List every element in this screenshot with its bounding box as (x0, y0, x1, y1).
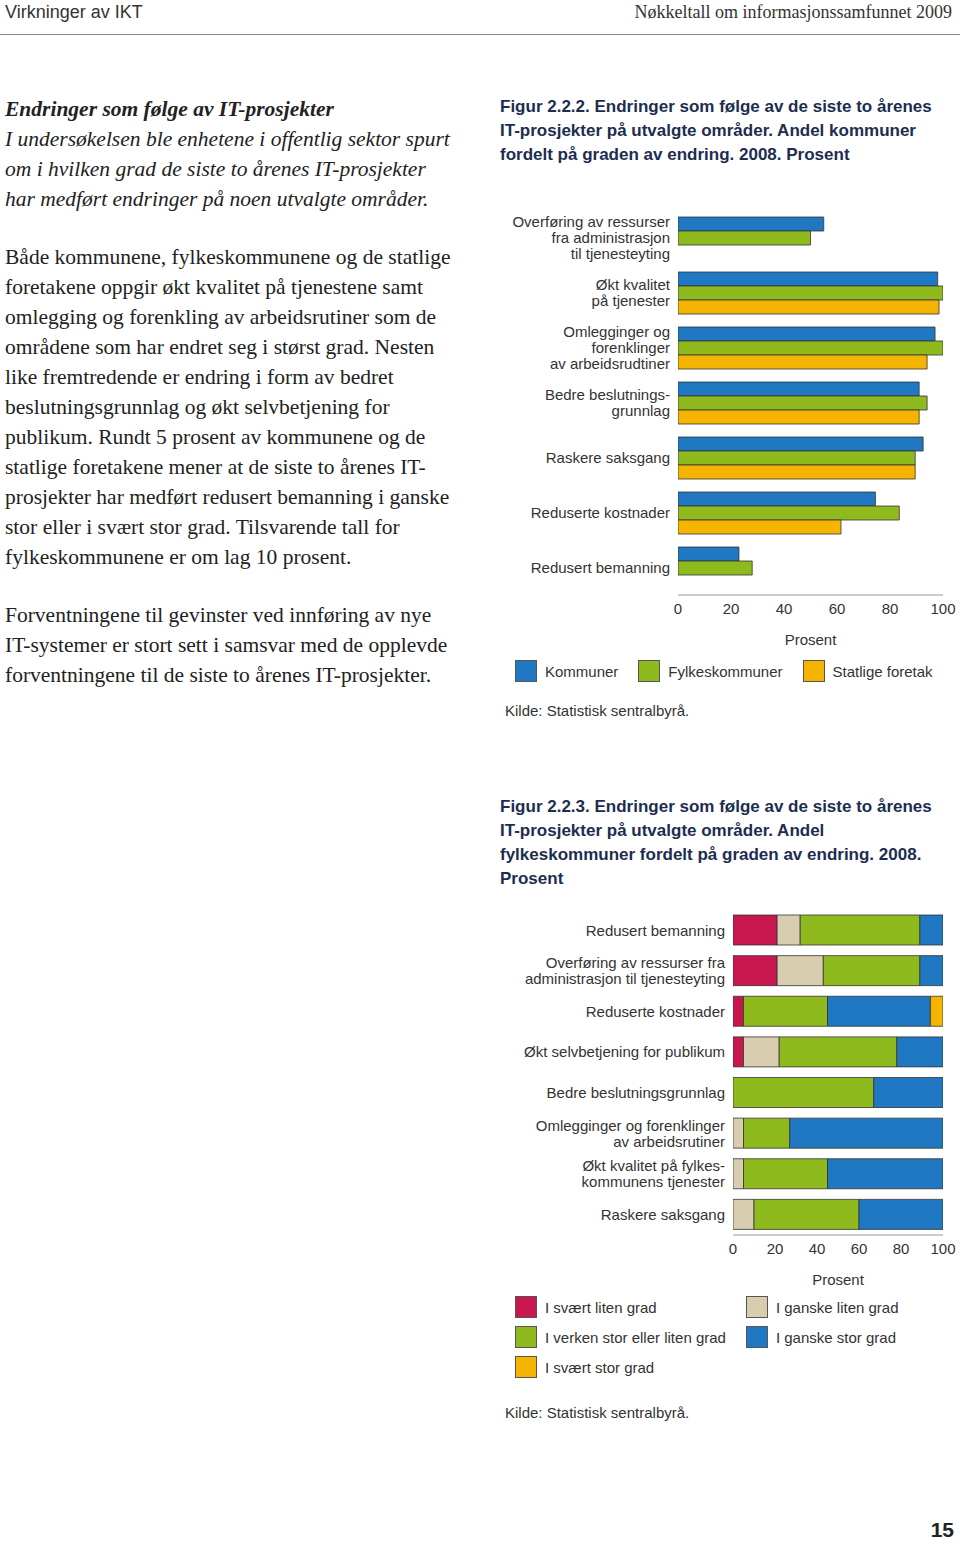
html-text:Figur 2.2.2. Endringer som føl: Figur 2.2.2. Endringer som følge av de s… (500, 97, 932, 164)
html-text:Forventningene til gevinster v: Forventningene til gevinster ved innføri… (5, 603, 448, 687)
svg-text:Reduserte kostnader: Reduserte kostnader (531, 504, 670, 521)
html-text:15: 15 (930, 1518, 954, 1541)
svg-text:Økt kvalitetpå tjenester: Økt kvalitetpå tjenester (592, 276, 671, 309)
svg-text:100: 100 (930, 600, 952, 617)
svg-text:20: 20 (767, 1240, 784, 1257)
svg-text:Omlegginger og forenklingerav: Omlegginger og forenklingerav arbeidsrut… (536, 1117, 725, 1150)
html-text:Statlige foretak: Statlige foretak (832, 662, 933, 680)
html-text:Fylkeskommuner: Fylkeskommuner (668, 662, 783, 680)
svg-text:Reduserte kostnader: Reduserte kostnader (586, 1003, 725, 1020)
svg-text:0: 0 (729, 1240, 737, 1257)
svg-text:Økt kvalitet på fylkes-kommune: Økt kvalitet på fylkes-kommunens tjenest… (582, 1157, 725, 1190)
svg-text:100: 100 (930, 1240, 952, 1257)
html-text:I svært stor grad: I svært stor grad (545, 1358, 655, 1376)
svg-text:Prosent: Prosent (785, 631, 838, 645)
html-text:Virkninger av IKT: Virkninger av IKT (5, 2, 143, 22)
svg-text:60: 60 (851, 1240, 868, 1257)
svg-text:Omlegginger ogforenklingerav a: Omlegginger ogforenklingerav arbeidsrudt… (550, 323, 670, 372)
svg-text:80: 80 (893, 1240, 910, 1257)
svg-text:20: 20 (723, 600, 740, 617)
svg-text:Overføring av ressurser fraadm: Overføring av ressurser fraadministrasjo… (525, 954, 726, 987)
html-text:Kommuner: Kommuner (545, 662, 619, 680)
svg-text:Raskere saksgang: Raskere saksgang (546, 449, 670, 466)
svg-text:0: 0 (674, 600, 682, 617)
html-text:I svært liten grad: I svært liten grad (545, 1298, 657, 1316)
html-text:I ganske stor grad: I ganske stor grad (775, 1328, 896, 1346)
html-text:Nøkkeltall om informasjonssamf: Nøkkeltall om informasjonssamfunnet 2009 (634, 2, 952, 22)
svg-text:Redusert bemanning: Redusert bemanning (586, 922, 725, 939)
html-text:Figur 2.2.3. Endringer som føl: Figur 2.2.3. Endringer som følge av de s… (500, 797, 932, 888)
html-text:I undersøkelsen ble enhetene i: I undersøkelsen ble enhetene i offentlig… (5, 127, 450, 211)
svg-text:Overføring av ressurserfra adm: Overføring av ressurserfra administrasjo… (512, 213, 670, 262)
svg-text:40: 40 (776, 600, 793, 617)
html-text:Både kommunene, fylkeskommunen: Både kommunene, fylkeskommunene og de st… (5, 245, 451, 569)
svg-text:Økt selvbetjening for publikum: Økt selvbetjening for publikum (524, 1043, 725, 1060)
svg-text:Raskere saksgang: Raskere saksgang (601, 1206, 725, 1223)
html-text:Kilde: Statistisk sentralbyrå.: Kilde: Statistisk sentralbyrå. (505, 702, 690, 719)
html-text:I verken stor eller liten grad: I verken stor eller liten grad (545, 1328, 726, 1346)
svg-text:Prosent: Prosent (812, 1271, 865, 1285)
svg-text:Redusert bemanning: Redusert bemanning (531, 559, 670, 576)
svg-text:Bedre beslutnings-grunnlag: Bedre beslutnings-grunnlag (545, 386, 670, 419)
svg-text:40: 40 (809, 1240, 826, 1257)
svg-text:60: 60 (829, 600, 846, 617)
svg-text:Bedre beslutningsgrunnlag: Bedre beslutningsgrunnlag (547, 1084, 725, 1101)
html-text:Endringer som følge av IT-pros: Endringer som følge av IT-prosjekter (5, 97, 334, 121)
html-text:Kilde: Statistisk sentralbyrå.: Kilde: Statistisk sentralbyrå. (505, 1404, 690, 1421)
html-text:I ganske liten grad: I ganske liten grad (775, 1298, 899, 1316)
svg-text:80: 80 (882, 600, 899, 617)
